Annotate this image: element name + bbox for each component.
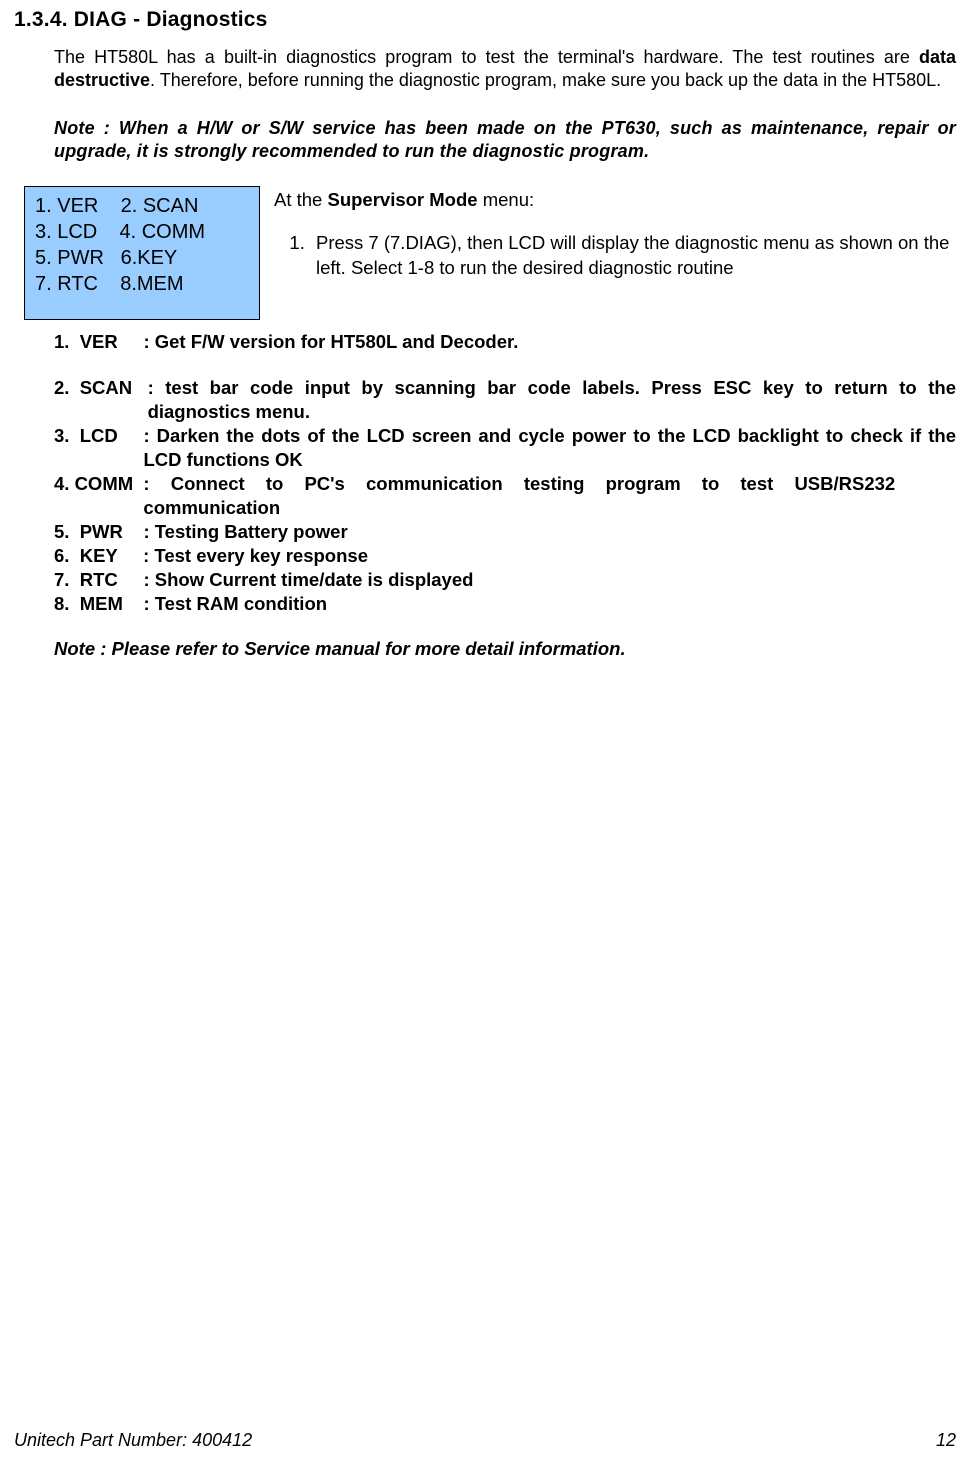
- note-paragraph: Note : When a H/W or S/W service has bee…: [54, 117, 956, 164]
- supervisor-line: At the Supervisor Mode menu:: [274, 188, 956, 213]
- diag-item-comm-line2: communication: [143, 497, 280, 518]
- diag-item-ver-label: 1. VER: [54, 330, 143, 354]
- lcd-line-1: 1. VER 2. SCAN: [35, 193, 249, 219]
- diag-item-pwr: 5. PWR : Testing Battery power: [54, 520, 956, 544]
- diag-item-rtc-label: 7. RTC: [54, 568, 143, 592]
- diag-item-comm: 4. COMM : Connect to PC's communication …: [54, 472, 956, 520]
- diag-item-pwr-label: 5. PWR: [54, 520, 143, 544]
- diag-item-key: 6. KEY : Test every key response: [54, 544, 956, 568]
- lcd-and-instructions-row: 1. VER 2. SCAN 3. LCD 4. COMM 5. PWR 6.K…: [24, 186, 956, 320]
- final-note: Note : Please refer to Service manual fo…: [54, 638, 956, 660]
- supervisor-prefix: At the: [274, 189, 327, 210]
- diag-item-key-label: 6. KEY: [54, 544, 143, 568]
- diagnostic-items: 1. VER : Get F/W version for HT580L and …: [54, 330, 956, 617]
- diag-item-scan-label: 2. SCAN: [54, 376, 148, 424]
- lcd-screen-box: 1. VER 2. SCAN 3. LCD 4. COMM 5. PWR 6.K…: [24, 186, 260, 320]
- diag-item-pwr-desc: : Testing Battery power: [143, 520, 956, 544]
- diag-item-comm-line1: : Connect to PC's communication testing …: [143, 473, 895, 494]
- diag-item-lcd: 3. LCD : Darken the dots of the LCD scre…: [54, 424, 956, 472]
- diag-item-scan: 2. SCAN : test bar code input by scannin…: [54, 376, 956, 424]
- supervisor-bold: Supervisor Mode: [327, 189, 477, 210]
- footer-right: 12: [936, 1430, 956, 1451]
- diag-item-rtc-desc: : Show Current time/date is displayed: [143, 568, 956, 592]
- intro-paragraph: The HT580L has a built-in diagnostics pr…: [54, 46, 956, 93]
- document-page: 1.3.4. DIAG - Diagnostics The HT580L has…: [0, 0, 970, 1477]
- supervisor-suffix: menu:: [478, 189, 535, 210]
- diag-item-key-desc: : Test every key response: [143, 544, 956, 568]
- diag-item-ver: 1. VER : Get F/W version for HT580L and …: [54, 330, 956, 354]
- lcd-line-2: 3. LCD 4. COMM: [35, 219, 249, 245]
- diag-item-mem: 8. MEM : Test RAM condition: [54, 592, 956, 616]
- lcd-line-4: 7. RTC 8.MEM: [35, 271, 249, 297]
- footer-left: Unitech Part Number: 400412: [14, 1430, 252, 1451]
- step-1: Press 7 (7.DIAG), then LCD will display …: [310, 231, 956, 281]
- section-title: 1.3.4. DIAG - Diagnostics: [14, 8, 956, 32]
- diag-item-ver-desc: : Get F/W version for HT580L and Decoder…: [143, 330, 956, 354]
- diag-item-comm-label: 4. COMM: [54, 472, 143, 520]
- step-list: Press 7 (7.DIAG), then LCD will display …: [310, 231, 956, 281]
- diag-item-lcd-label: 3. LCD: [54, 424, 143, 472]
- diag-item-rtc: 7. RTC : Show Current time/date is displ…: [54, 568, 956, 592]
- diag-item-comm-desc: : Connect to PC's communication testing …: [143, 472, 956, 520]
- intro-part2: . Therefore, before running the diagnost…: [150, 70, 941, 90]
- instructions-right: At the Supervisor Mode menu: Press 7 (7.…: [274, 186, 956, 320]
- diag-item-mem-label: 8. MEM: [54, 592, 143, 616]
- lcd-line-3: 5. PWR 6.KEY: [35, 245, 249, 271]
- diag-item-scan-desc: : test bar code input by scanning bar co…: [148, 376, 956, 424]
- page-footer: Unitech Part Number: 400412 12: [14, 1430, 956, 1451]
- diag-item-lcd-desc: : Darken the dots of the LCD screen and …: [143, 424, 956, 472]
- intro-part1: The HT580L has a built-in diagnostics pr…: [54, 47, 919, 67]
- diag-item-mem-desc: : Test RAM condition: [143, 592, 956, 616]
